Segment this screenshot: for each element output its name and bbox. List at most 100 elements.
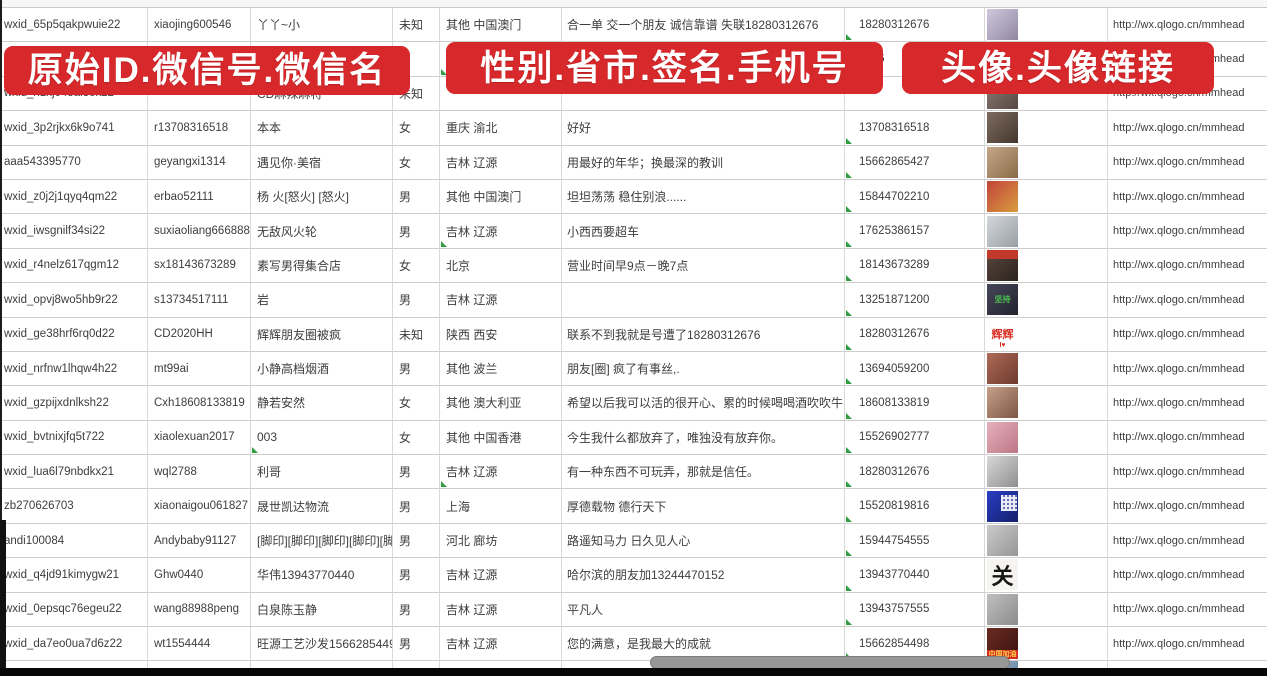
cell-wxid[interactable]: aaa543395770	[0, 145, 148, 180]
cell-wechat-id[interactable]: suxiaoliang666888	[148, 214, 251, 249]
cell-signature[interactable]: 路遥知马力 日久见人心	[562, 523, 845, 559]
cell-wxid[interactable]: wxid_z0j2j1qyq4qm22	[0, 179, 148, 215]
cell-wxid[interactable]: zb270626703	[0, 489, 148, 524]
cell-avatar-link[interactable]: http://wx.qlogo.cn/mmhead	[1108, 627, 1267, 662]
cell-nickname[interactable]: 小静高档烟酒	[251, 351, 393, 387]
avatar-cell[interactable]	[985, 592, 1108, 628]
cell-nickname[interactable]: 晟世凯达物流	[251, 489, 393, 524]
cell-phone[interactable]: 15520819816	[845, 489, 985, 524]
cell-avatar-link[interactable]: http://wx.qlogo.cn/mmhead	[1108, 111, 1267, 146]
cell-region[interactable]: 吉林 辽源	[440, 455, 562, 490]
cell-nickname[interactable]: 旺源工艺沙发15662854498	[251, 627, 393, 662]
cell-gender[interactable]: 男	[393, 351, 440, 387]
cell-gender[interactable]: 男	[393, 179, 440, 215]
cell-signature[interactable]: 哈尔滨的朋友加13244470152	[562, 558, 845, 593]
cell-wechat-id[interactable]: Andybaby91127	[148, 523, 251, 559]
cell-signature[interactable]: 希望以后我可以活的很开心、累的时候喝喝酒吹吹牛	[562, 386, 845, 421]
avatar-cell[interactable]	[985, 248, 1108, 284]
cell-signature[interactable]: 有一种东西不可玩弄，那就是信任。	[562, 455, 845, 490]
cell-avatar-link[interactable]: http://wx.qlogo.cn/mmhead	[1108, 146, 1267, 180]
cell-wxid[interactable]: wxid_bvtnixjfq5t722	[0, 420, 148, 456]
cell-gender[interactable]: 男	[393, 283, 440, 318]
cell-avatar-link[interactable]: http://wx.qlogo.cn/mmhead	[1108, 8, 1267, 43]
cell-wechat-id[interactable]: wang88988peng	[148, 592, 251, 628]
cell-region[interactable]: 其他 中国澳门	[440, 179, 562, 215]
cell-nickname[interactable]: 无敌风火轮	[251, 214, 393, 249]
cell-nickname[interactable]: 辉辉朋友圈被疯	[251, 317, 393, 352]
cell-wxid[interactable]: wxid_gzpijxdnlksh22	[0, 386, 148, 421]
avatar-cell[interactable]: 中国加油	[985, 627, 1108, 662]
cell-phone[interactable]: 18608133819	[845, 386, 985, 421]
cell-region[interactable]: 吉林 辽源	[440, 283, 562, 318]
cell-avatar-link[interactable]: http://wx.qlogo.cn/mmhead	[1108, 283, 1267, 318]
cell-avatar-link[interactable]: http://wx.qlogo.cn/mmhead	[1108, 558, 1267, 593]
cell-signature[interactable]: 平凡人	[562, 592, 845, 628]
cell-wxid[interactable]: andi100084	[0, 523, 148, 559]
cell-phone[interactable]: 15526902777	[845, 420, 985, 456]
cell-wechat-id[interactable]: wt1554444	[148, 627, 251, 662]
cell-signature[interactable]: 用最好的年华；换最深的教训	[562, 145, 845, 180]
cell-nickname[interactable]: 素写男得集合店	[251, 248, 393, 284]
cell-signature[interactable]: 小西西要超车	[562, 214, 845, 249]
avatar-cell[interactable]	[985, 455, 1108, 490]
cell-phone[interactable]: 17625386157	[845, 214, 985, 249]
cell-gender[interactable]: 未知	[393, 317, 440, 352]
avatar-cell[interactable]	[985, 489, 1108, 524]
cell-region[interactable]: 上海	[440, 489, 562, 524]
cell-gender[interactable]: 男	[393, 558, 440, 593]
cell-phone[interactable]: 15944754555	[845, 523, 985, 559]
cell-region[interactable]: 重庆 渝北	[440, 111, 562, 146]
cell-avatar-link[interactable]: http://wx.qlogo.cn/mmhead	[1108, 249, 1267, 284]
cell-region[interactable]: 吉林 辽源	[440, 592, 562, 628]
cell-phone[interactable]: 15844702210	[845, 179, 985, 215]
cell-region[interactable]: 其他 中国香港	[440, 420, 562, 456]
cell-avatar-link[interactable]: http://wx.qlogo.cn/mmhead	[1108, 593, 1267, 628]
cell-wxid[interactable]: wxid_0epsqc76egeu22	[0, 592, 148, 628]
cell-signature[interactable]: 今生我什么都放弃了，唯独没有放弃你。	[562, 420, 845, 456]
cell-phone[interactable]: 13251871200	[845, 283, 985, 318]
cell-region[interactable]: 吉林 辽源	[440, 627, 562, 662]
avatar-cell[interactable]	[985, 111, 1108, 146]
cell-nickname[interactable]: 华伟13943770440	[251, 558, 393, 593]
cell-gender[interactable]: 男	[393, 523, 440, 559]
cell-avatar-link[interactable]: http://wx.qlogo.cn/mmhead	[1108, 352, 1267, 387]
cell-avatar-link[interactable]: http://wx.qlogo.cn/mmhead	[1108, 386, 1267, 421]
cell-nickname[interactable]: 本本	[251, 111, 393, 146]
cell-nickname[interactable]: 利哥	[251, 455, 393, 490]
cell-region[interactable]: 其他 中国澳门	[440, 8, 562, 43]
cell-signature[interactable]	[562, 283, 845, 318]
cell-wxid[interactable]: wxid_nrfnw1lhqw4h22	[0, 351, 148, 387]
avatar-cell[interactable]	[985, 179, 1108, 215]
cell-region[interactable]: 吉林 辽源	[440, 145, 562, 180]
cell-wechat-id[interactable]: erbao52111	[148, 179, 251, 215]
cell-wechat-id[interactable]: xiaonaigou061827	[148, 489, 251, 524]
cell-nickname[interactable]: 白泉陈玉静	[251, 592, 393, 628]
cell-signature[interactable]: 合一单 交一个朋友 诚信靠谱 失联18280312676	[562, 8, 845, 43]
cell-region[interactable]: 其他 澳大利亚	[440, 386, 562, 421]
cell-wxid[interactable]: wxid_iwsgnilf34si22	[0, 214, 148, 249]
cell-avatar-link[interactable]: http://wx.qlogo.cn/mmhead	[1108, 421, 1267, 456]
cell-wechat-id[interactable]: s13734517111	[148, 283, 251, 318]
cell-phone[interactable]: 18143673289	[845, 248, 985, 284]
cell-region[interactable]: 陕西 西安	[440, 317, 562, 352]
cell-nickname[interactable]: 杨 火[怒火] [怒火]	[251, 179, 393, 215]
cell-gender[interactable]: 女	[393, 248, 440, 284]
cell-gender[interactable]: 女	[393, 420, 440, 456]
cell-gender[interactable]: 男	[393, 489, 440, 524]
cell-signature[interactable]: 厚德载物 德行天下	[562, 489, 845, 524]
cell-region[interactable]: 河北 廊坊	[440, 523, 562, 559]
cell-phone[interactable]: 13708316518	[845, 111, 985, 146]
cell-wxid[interactable]: wxid_lua6l79nbdkx21	[0, 455, 148, 490]
cell-wechat-id[interactable]: Cxh18608133819	[148, 386, 251, 421]
cell-phone[interactable]: 18280312676	[845, 455, 985, 490]
cell-signature[interactable]: 朋友[圈] 疯了有事丝,.	[562, 351, 845, 387]
avatar-cell[interactable]: 辉辉 I♥	[985, 317, 1108, 352]
cell-wxid[interactable]: wxid_ge38hrf6rq0d22	[0, 317, 148, 352]
cell-gender[interactable]: 未知	[393, 8, 440, 43]
avatar-cell[interactable]	[985, 145, 1108, 180]
avatar-cell[interactable]	[985, 214, 1108, 249]
cell-nickname[interactable]: 遇见你·美宿	[251, 145, 393, 180]
cell-phone[interactable]: 18280312676	[845, 317, 985, 352]
avatar-cell[interactable]	[985, 386, 1108, 421]
avatar-cell[interactable]: 关	[985, 558, 1108, 593]
